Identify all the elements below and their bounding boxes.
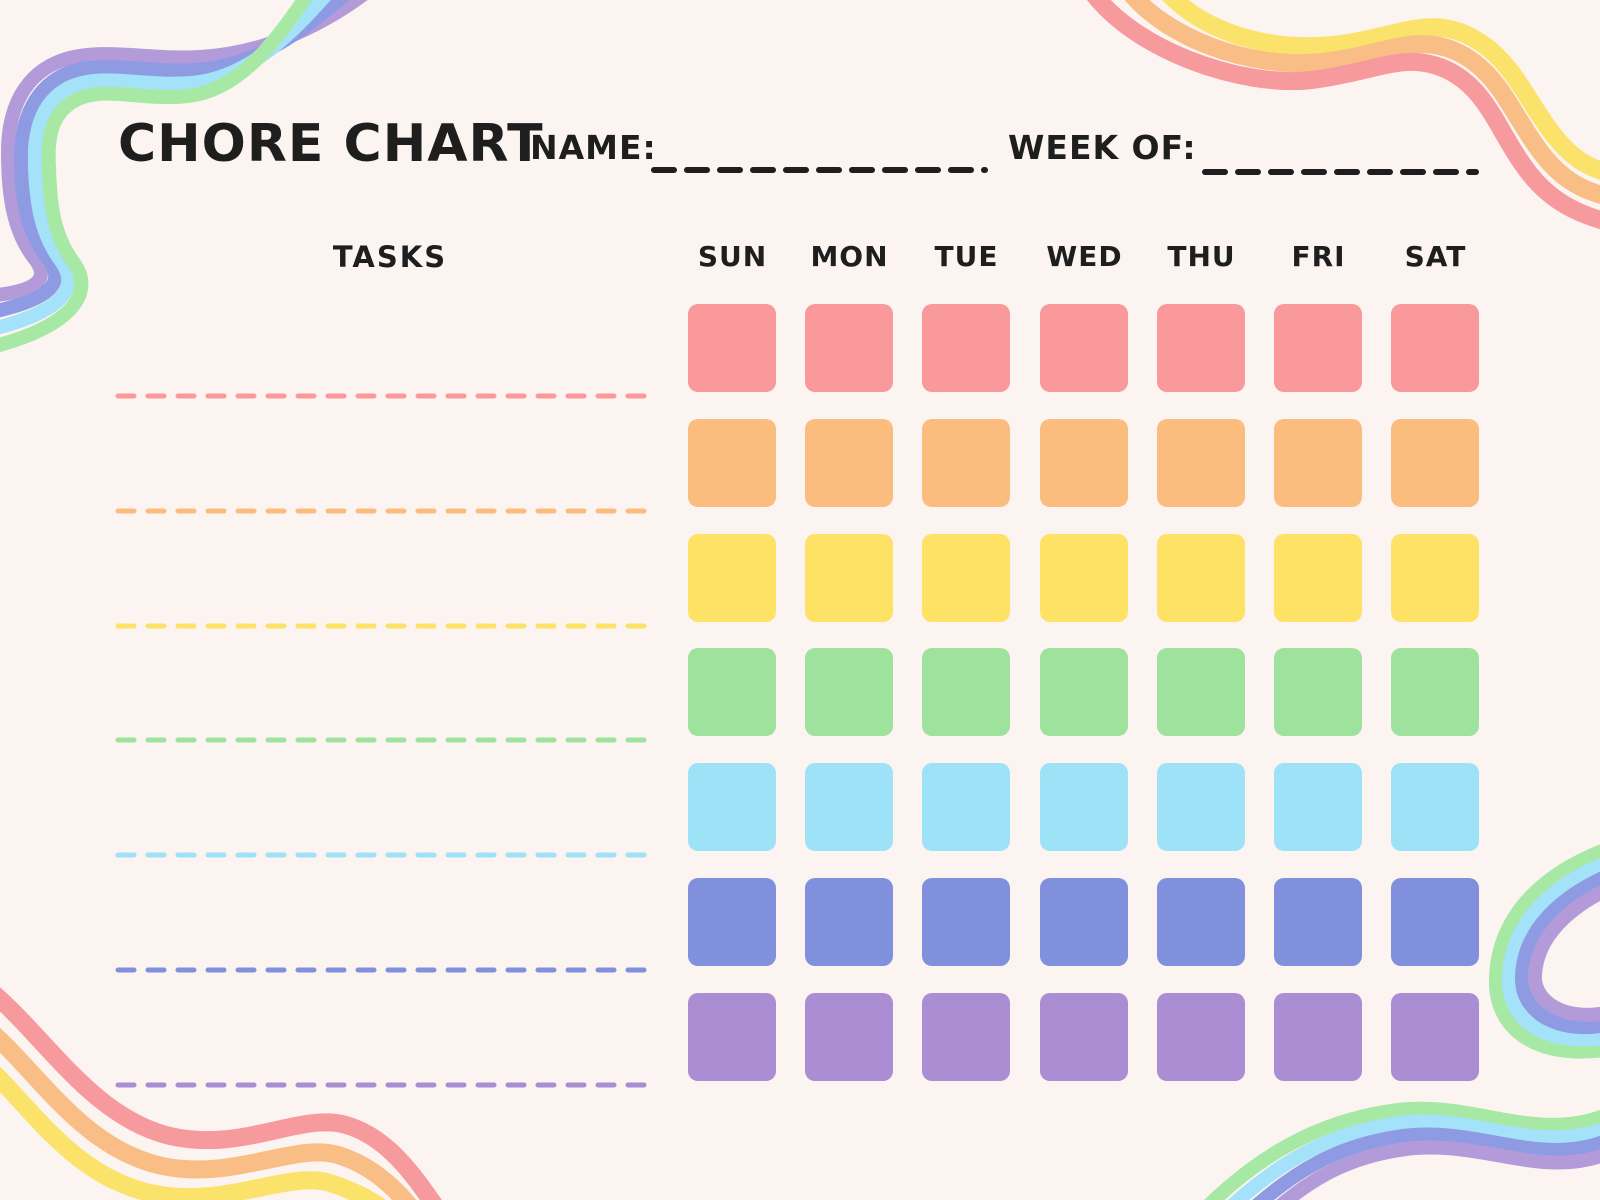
chore-cell-sun-row3[interactable]	[688, 534, 776, 622]
page-title: CHORE CHART	[118, 114, 544, 174]
chore-cell-fri-row6[interactable]	[1274, 878, 1362, 966]
chore-cell-sun-row6[interactable]	[688, 878, 776, 966]
chore-cell-tue-row6[interactable]	[922, 878, 1010, 966]
day-header-fri: FRI	[1291, 240, 1346, 273]
chore-cell-sun-row7[interactable]	[688, 993, 776, 1081]
chore-cell-sat-row7[interactable]	[1391, 993, 1479, 1081]
chore-cell-mon-row3[interactable]	[805, 534, 893, 622]
chore-cell-sun-row2[interactable]	[688, 419, 776, 507]
day-header-thu: THU	[1167, 240, 1236, 273]
chore-cell-mon-row1[interactable]	[805, 304, 893, 392]
chore-cell-tue-row5[interactable]	[922, 763, 1010, 851]
chore-cell-sat-row4[interactable]	[1391, 648, 1479, 736]
chore-cell-sat-row3[interactable]	[1391, 534, 1479, 622]
day-header-tue: TUE	[934, 240, 999, 273]
chore-cell-mon-row5[interactable]	[805, 763, 893, 851]
chore-cell-sat-row1[interactable]	[1391, 304, 1479, 392]
chore-cell-tue-row3[interactable]	[922, 534, 1010, 622]
chore-cell-wed-row4[interactable]	[1040, 648, 1128, 736]
day-header-sat: SAT	[1404, 240, 1467, 273]
chore-cell-mon-row2[interactable]	[805, 419, 893, 507]
chore-cell-sat-row6[interactable]	[1391, 878, 1479, 966]
chore-cell-fri-row3[interactable]	[1274, 534, 1362, 622]
chore-cell-tue-row1[interactable]	[922, 304, 1010, 392]
rainbow-bottom-left-icon	[0, 987, 442, 1200]
rainbow-top-right-icon	[1087, 0, 1600, 230]
chore-cell-thu-row1[interactable]	[1157, 304, 1245, 392]
chore-cell-thu-row5[interactable]	[1157, 763, 1245, 851]
week-of-label: WEEK OF:	[1008, 128, 1197, 167]
chore-cell-fri-row7[interactable]	[1274, 993, 1362, 1081]
name-label: NAME:	[530, 128, 657, 167]
chore-cell-wed-row7[interactable]	[1040, 993, 1128, 1081]
chore-cell-sun-row1[interactable]	[688, 304, 776, 392]
chore-cell-thu-row7[interactable]	[1157, 993, 1245, 1081]
chore-cell-fri-row2[interactable]	[1274, 419, 1362, 507]
rainbow-bottom-right-icon	[1204, 844, 1600, 1200]
chore-cell-sat-row2[interactable]	[1391, 419, 1479, 507]
chore-cell-mon-row7[interactable]	[805, 993, 893, 1081]
rainbow-top-left-icon	[0, 0, 368, 352]
chore-cell-sun-row4[interactable]	[688, 648, 776, 736]
chore-cell-thu-row3[interactable]	[1157, 534, 1245, 622]
chore-cell-wed-row3[interactable]	[1040, 534, 1128, 622]
chore-cell-fri-row4[interactable]	[1274, 648, 1362, 736]
day-header-wed: WED	[1046, 240, 1123, 273]
chore-cell-sat-row5[interactable]	[1391, 763, 1479, 851]
chore-cell-sun-row5[interactable]	[688, 763, 776, 851]
chore-cell-wed-row5[interactable]	[1040, 763, 1128, 851]
chore-cell-tue-row2[interactable]	[922, 419, 1010, 507]
chore-cell-tue-row7[interactable]	[922, 993, 1010, 1081]
chore-cell-wed-row2[interactable]	[1040, 419, 1128, 507]
chore-cell-mon-row6[interactable]	[805, 878, 893, 966]
tasks-column-header: TASKS	[332, 240, 448, 274]
day-header-sun: SUN	[697, 240, 768, 273]
chore-cell-wed-row6[interactable]	[1040, 878, 1128, 966]
day-header-mon: MON	[810, 240, 889, 273]
chore-cell-thu-row4[interactable]	[1157, 648, 1245, 736]
chore-cell-wed-row1[interactable]	[1040, 304, 1128, 392]
chore-cell-fri-row1[interactable]	[1274, 304, 1362, 392]
chore-cell-mon-row4[interactable]	[805, 648, 893, 736]
chore-cell-thu-row6[interactable]	[1157, 878, 1245, 966]
chore-cell-tue-row4[interactable]	[922, 648, 1010, 736]
chore-cell-thu-row2[interactable]	[1157, 419, 1245, 507]
chore-cell-fri-row5[interactable]	[1274, 763, 1362, 851]
